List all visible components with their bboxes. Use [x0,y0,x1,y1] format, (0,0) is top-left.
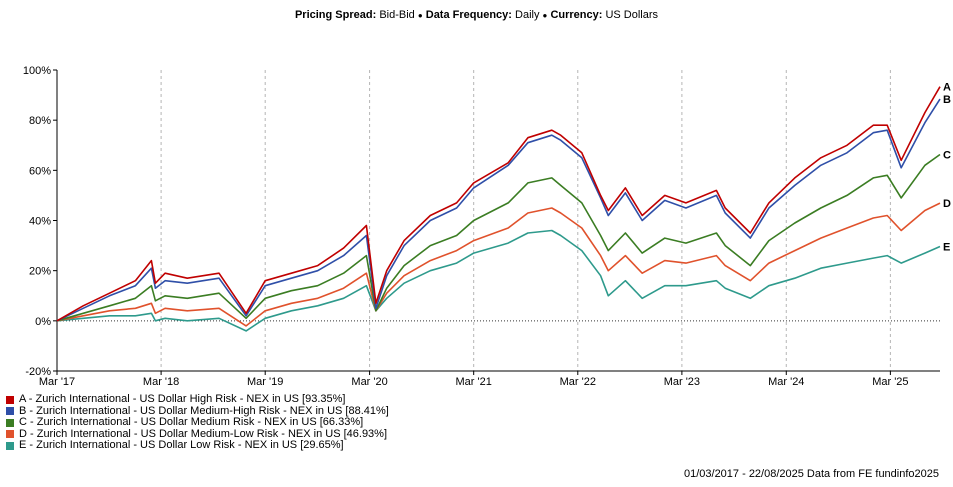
x-tick-label: Mar '18 [143,376,179,388]
x-tick-label: Mar '21 [456,376,492,388]
legend-label: D - Zurich International - US Dollar Med… [19,427,388,440]
y-tick-label: -20% [25,366,51,378]
date-range-footer: 01/03/2017 - 22/08/2025 Data from FE fun… [683,468,939,480]
legend-label: B - Zurich International - US Dollar Med… [19,404,389,417]
legend-swatch [6,441,14,450]
chart-header: Pricing Spread: Bid-Bid ● Data Frequency… [0,9,953,21]
currency-value: US Dollars [605,9,659,21]
y-tick-label: 40% [29,216,51,228]
legend-swatch [6,430,14,439]
series-end-label: D [943,198,951,210]
legend-swatch [6,407,14,416]
x-tick-label: Mar '23 [664,376,700,388]
pricing-spread-label: Pricing Spread: [294,9,377,21]
separator-dot: ● [417,11,423,20]
y-tick-label: 100% [23,65,51,77]
legend-swatch [6,418,14,427]
y-tick-label: 80% [29,115,51,127]
legend-item: A - Zurich International - US Dollar Hig… [6,393,389,406]
y-tick-label: 20% [29,266,51,278]
legend-item: C - Zurich International - US Dollar Med… [6,416,389,429]
data-frequency-label: Data Frequency: [425,9,512,21]
legend-label: E - Zurich International - US Dollar Low… [19,439,344,451]
axis-layer: Mar '17 Mar '18 Mar '19 Mar '20 Mar '21 Mar '… [23,65,940,388]
legend-item: D - Zurich International - US Dollar Med… [6,427,389,441]
series-layer [56,86,941,332]
legend-item: B - Zurich International - US Dollar Med… [6,404,389,418]
end-label-layer: E D C BA [943,82,951,254]
data-frequency-value: Daily [515,9,540,21]
series-line-b [56,98,941,322]
y-tick-label: 0% [35,316,51,328]
x-tick-label: Mar '22 [560,376,596,388]
series-line-e [56,229,941,332]
series-line-a [56,86,941,322]
y-tick-label: 60% [29,165,51,177]
x-tick-label: Mar '17 [39,376,75,388]
currency-label: Currency: [550,9,603,21]
legend-label: A - Zurich International - US Dollar Hig… [19,393,346,405]
grid-layer [56,70,940,371]
series-line-d [56,202,941,327]
legend-item: E - Zurich International - US Dollar Low… [6,439,389,452]
series-end-label: C [943,149,951,161]
x-tick-label: Mar '20 [351,376,387,388]
legend-label: C - Zurich International - US Dollar Med… [19,416,364,428]
legend: A - Zurich International - US Dollar Hig… [6,393,389,452]
separator-dot: ● [542,11,548,20]
legend-swatch [6,395,14,404]
series-end-label: A [943,82,951,94]
series-line-c [56,153,941,322]
pricing-spread-value: Bid-Bid [379,9,415,21]
series-end-label: B [943,94,951,106]
series-end-label: E [943,241,950,253]
x-tick-label: Mar '24 [768,376,804,388]
x-tick-label: Mar '19 [247,376,283,388]
x-tick-label: Mar '25 [872,376,908,388]
